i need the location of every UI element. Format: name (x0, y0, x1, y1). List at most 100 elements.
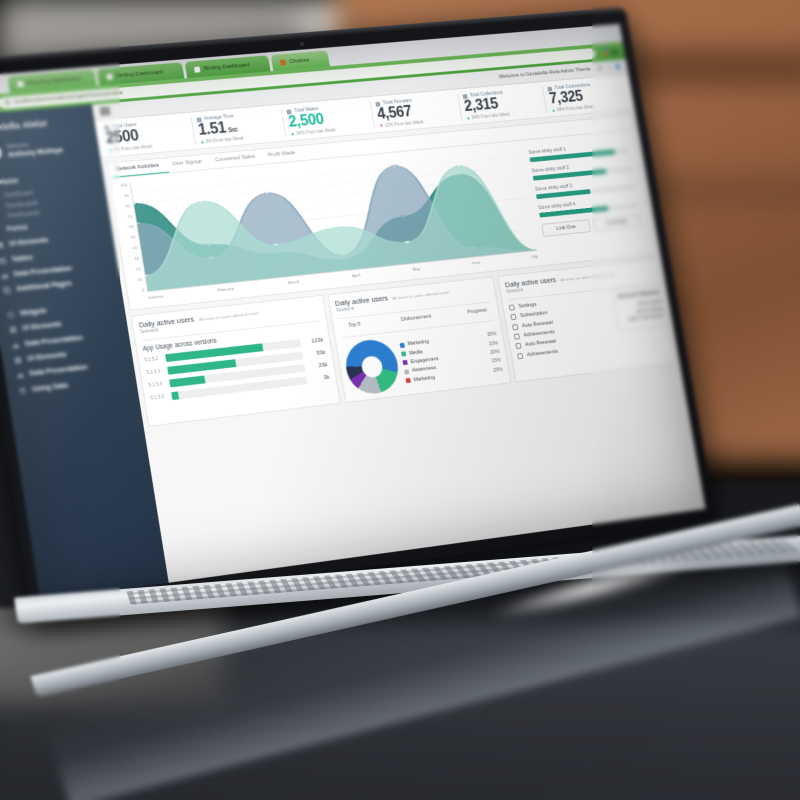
legend-value: 20% (489, 349, 500, 356)
sidebar-item-label: UI Elements (8, 237, 49, 249)
column-progress: Progress (467, 307, 488, 316)
link-eight-button[interactable]: Link Eight (592, 213, 642, 232)
sidebar-group-2: Widgets UI Elements (0, 287, 137, 400)
settings-label: Auto Renewal (521, 319, 554, 329)
version-label: 5.1.5.5 (150, 394, 165, 401)
x-tick: February (217, 285, 235, 293)
tab-label: Birding Dashboard (115, 69, 164, 79)
area-chart: 100 90 80 70 60 50 40 30 20 (114, 145, 541, 307)
legend-value: 10% (488, 340, 499, 347)
database-icon (19, 387, 27, 395)
settings-label: Achievements (526, 348, 559, 359)
y-tick: 0 (141, 287, 145, 293)
y-tick: 40 (132, 245, 138, 251)
bar-fill (171, 391, 180, 400)
bar-chart-icon (16, 372, 24, 380)
legend-value: 30% (486, 331, 497, 339)
windows-icon (14, 356, 22, 364)
hamburger-icon[interactable] (99, 106, 111, 116)
y-tick: 80 (125, 203, 131, 209)
stat-tile[interactable]: Total Collections 2,315 ▲ 34% From last … (456, 86, 547, 122)
bar-chart-icon (12, 341, 20, 349)
sidebar-item-label: Home (0, 177, 20, 187)
table-icon (0, 257, 6, 265)
sidebar-group-1: Home Dashboard Dashboard2 Dashboard3 (0, 162, 121, 300)
chart-icon (516, 352, 524, 360)
refresh-icon (511, 323, 519, 331)
windows-icon (0, 242, 4, 250)
tab-label: Choices (288, 57, 310, 65)
widget-icon (7, 311, 15, 319)
y-tick: 30 (134, 255, 140, 262)
legend-swatch (405, 378, 411, 384)
tab-label: Birding Dashboard (203, 62, 251, 72)
chart-area: 100 90 80 70 60 50 40 30 20 (110, 130, 655, 309)
legend-value: 25% (492, 366, 503, 374)
version-value: 123k (310, 337, 324, 345)
version-value: 23k (318, 362, 329, 369)
account-balance-card: Account Balance $0.00 (USD) $0.00 (UPlan… (610, 283, 672, 332)
tab-favicon-icon (16, 80, 24, 87)
tab-favicon-icon (279, 59, 287, 66)
legend-swatch (400, 351, 407, 357)
chart-side-stats: Some shitty stuff 1 Some shitty stuff 2 … (520, 135, 651, 264)
copy-icon (508, 304, 515, 311)
link-one-button[interactable]: Link One (541, 219, 592, 237)
stat-tile[interactable]: Average Time 1.51Sec ▲ 3% From last Week (190, 109, 286, 146)
google-account-icon[interactable] (600, 48, 608, 56)
sidebar-item-label: Using Data (31, 382, 69, 394)
stat-tile[interactable]: Total Females 4,567 ▼ 12% From last Week (369, 94, 462, 130)
clone-icon (3, 287, 11, 295)
settings-label: Achievements (523, 329, 556, 339)
bar-fill (169, 375, 206, 388)
chevron-down-icon[interactable]: ▾ (607, 65, 611, 71)
x-tick: January (147, 293, 164, 300)
sidebar-item-label: Dashboard (4, 189, 34, 199)
screen-content: Branding Dashboard Birding Dashboard Bir… (0, 23, 706, 601)
user-icon[interactable]: 👤 (615, 64, 622, 70)
version-value: 3k (323, 374, 331, 382)
windows-icon (9, 326, 17, 334)
stat-tile[interactable]: Total Males 2,500 ▲ 34% From last Week (280, 101, 375, 138)
sidebar-item-label: UI Elements (26, 351, 67, 363)
x-tick: March (287, 278, 300, 285)
webcam-icon (299, 41, 304, 46)
sidebar-item-label: Tables (11, 254, 34, 264)
y-tick: 100 (119, 182, 128, 188)
tab-favicon-icon (106, 73, 113, 80)
sidebar-item-label: Additional Pages (15, 280, 73, 294)
account-title: Account Balance (616, 289, 661, 301)
version-label: 5.1.5.3 (146, 369, 161, 376)
y-tick: 60 (128, 224, 135, 230)
list-icon (510, 314, 517, 321)
side-stat-item: Some shitty stuff 2 (531, 159, 632, 181)
x-tick: April (351, 272, 361, 278)
chart-icon (513, 333, 520, 340)
donut-chart-row: Marketing 30% Media 10% (341, 326, 504, 397)
x-tick: July (530, 253, 539, 259)
top5-panel: Daily active users All users vs users af… (326, 276, 512, 404)
y-tick: 20 (135, 266, 141, 272)
side-stat-buttons: Link One Link Eight (541, 213, 642, 237)
y-tick: 90 (123, 192, 130, 198)
donut-chart (341, 337, 402, 397)
extension-leaf-icon[interactable] (610, 48, 619, 55)
sidebar-item-label: Widgets (19, 307, 48, 318)
y-tick: 70 (127, 213, 133, 219)
laptop-screen-bezel: Branding Dashboard Birding Dashboard Bir… (0, 6, 717, 614)
settings-label: Auto Renewal (524, 339, 557, 349)
x-tick: May (412, 266, 421, 272)
grid-icon[interactable]: ▦ (597, 65, 603, 72)
settings-panel: Daily active users All users vs users af… (497, 258, 676, 383)
legend-swatch (403, 369, 410, 375)
legend-swatch (402, 360, 408, 366)
legend-value: 15% (491, 357, 502, 365)
app-usage-panel: Daily active users All users vs users af… (130, 294, 341, 427)
bar-chart-icon (1, 272, 9, 280)
version-label: 5.1.5.2 (144, 356, 159, 363)
stat-tile[interactable]: Total Users 2500 ▲ 4% From last Week (99, 117, 195, 153)
stat-tile[interactable]: Total Connections 7,325 ▲ 34% From last … (542, 79, 631, 114)
sidebar-item-label: Forms (6, 224, 29, 234)
side-stat-item: Some shitty stuff 4 (538, 196, 639, 218)
